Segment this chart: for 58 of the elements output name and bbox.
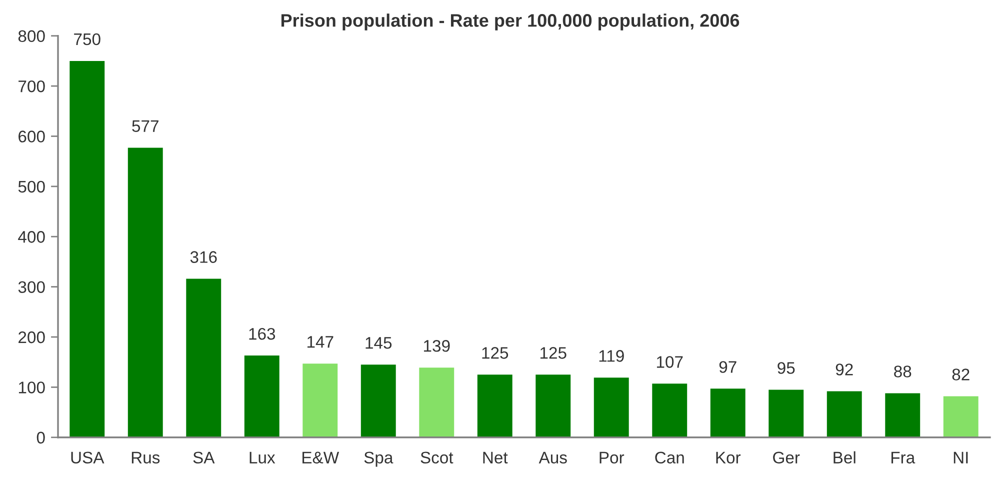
bar bbox=[186, 278, 222, 438]
bar bbox=[768, 390, 804, 438]
x-tick-label: USA bbox=[71, 452, 104, 464]
x-tick-label: Lux bbox=[250, 452, 276, 464]
data-label: 125 bbox=[482, 347, 508, 359]
bar bbox=[128, 148, 163, 438]
data-label: 577 bbox=[132, 120, 158, 132]
bar bbox=[710, 388, 746, 438]
x-tick-label: Ger bbox=[773, 452, 800, 464]
data-label: 97 bbox=[719, 361, 736, 373]
bar bbox=[302, 364, 338, 438]
x-tick-label: Por bbox=[600, 452, 624, 464]
x-tick-label: Can bbox=[655, 452, 684, 464]
data-label: 119 bbox=[599, 350, 624, 362]
bar bbox=[594, 378, 629, 438]
bar bbox=[419, 368, 454, 438]
chart-title: Prison population - Rate per 100,000 population, 2006 bbox=[281, 14, 740, 30]
y-tick-label: 600 bbox=[18, 130, 45, 142]
y-tick-label: 300 bbox=[18, 281, 45, 294]
x-tick-label: Rus bbox=[132, 452, 160, 464]
bar bbox=[885, 393, 920, 438]
y-tick-label: 700 bbox=[18, 80, 45, 92]
x-tick-label: Fra bbox=[891, 452, 916, 464]
x-tick-label: Scot bbox=[420, 452, 454, 464]
bar bbox=[536, 374, 571, 438]
x-tick-label: Aus bbox=[538, 452, 567, 464]
x-tick-label: NI bbox=[954, 452, 968, 464]
bar bbox=[943, 396, 978, 438]
data-label: 95 bbox=[778, 362, 795, 374]
data-label: 139 bbox=[424, 340, 450, 352]
data-label: 125 bbox=[540, 347, 566, 359]
x-tick-label: Spa bbox=[364, 452, 394, 467]
bar bbox=[244, 356, 280, 438]
y-tick-label: 800 bbox=[18, 30, 45, 42]
x-tick-label: E&W bbox=[302, 452, 340, 464]
y-tick-label: 400 bbox=[18, 231, 45, 243]
x-tick-label: Kor bbox=[716, 452, 741, 464]
data-label: 750 bbox=[74, 33, 100, 46]
data-label: 107 bbox=[656, 356, 683, 368]
data-label: 145 bbox=[366, 337, 392, 349]
data-label: 92 bbox=[836, 364, 853, 376]
x-tick-label: SA bbox=[193, 452, 215, 464]
bar bbox=[826, 391, 862, 438]
data-label: 163 bbox=[249, 328, 276, 340]
y-tick-label: 200 bbox=[18, 331, 45, 344]
bar bbox=[70, 60, 105, 438]
x-tick-label: Net bbox=[483, 452, 508, 464]
bar bbox=[360, 364, 396, 438]
x-tick-label: Bel bbox=[834, 451, 856, 464]
data-label: 88 bbox=[894, 366, 912, 378]
bar bbox=[652, 384, 688, 438]
bar bbox=[477, 374, 512, 438]
y-tick-label: 0 bbox=[36, 432, 45, 444]
y-tick-label: 100 bbox=[18, 382, 45, 394]
y-tick-label: 500 bbox=[18, 180, 45, 193]
data-label: 147 bbox=[307, 336, 334, 348]
data-label: 316 bbox=[190, 251, 217, 263]
data-label: 82 bbox=[952, 368, 970, 380]
